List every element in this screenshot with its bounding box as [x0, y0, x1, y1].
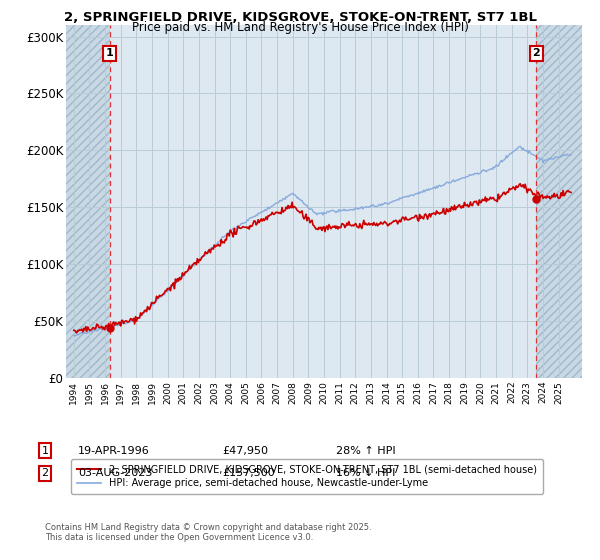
- Text: 03-AUG-2023: 03-AUG-2023: [78, 468, 152, 478]
- Text: 1: 1: [106, 48, 113, 58]
- Legend: 2, SPRINGFIELD DRIVE, KIDSGROVE, STOKE-ON-TRENT, ST7 1BL (semi-detached house), : 2, SPRINGFIELD DRIVE, KIDSGROVE, STOKE-O…: [71, 459, 542, 494]
- Text: 19-APR-1996: 19-APR-1996: [78, 446, 150, 456]
- Text: 1: 1: [41, 446, 49, 456]
- Text: 2: 2: [41, 468, 49, 478]
- Text: £47,950: £47,950: [222, 446, 268, 456]
- Text: Contains HM Land Registry data © Crown copyright and database right 2025.
This d: Contains HM Land Registry data © Crown c…: [45, 522, 371, 542]
- Text: 2: 2: [532, 48, 540, 58]
- Text: £157,500: £157,500: [222, 468, 275, 478]
- Text: 2, SPRINGFIELD DRIVE, KIDSGROVE, STOKE-ON-TRENT, ST7 1BL: 2, SPRINGFIELD DRIVE, KIDSGROVE, STOKE-O…: [64, 11, 536, 24]
- Text: Price paid vs. HM Land Registry's House Price Index (HPI): Price paid vs. HM Land Registry's House …: [131, 21, 469, 34]
- Bar: [536, 25, 582, 378]
- Text: 16% ↓ HPI: 16% ↓ HPI: [336, 468, 395, 478]
- Text: 28% ↑ HPI: 28% ↑ HPI: [336, 446, 395, 456]
- Bar: [66, 25, 110, 378]
